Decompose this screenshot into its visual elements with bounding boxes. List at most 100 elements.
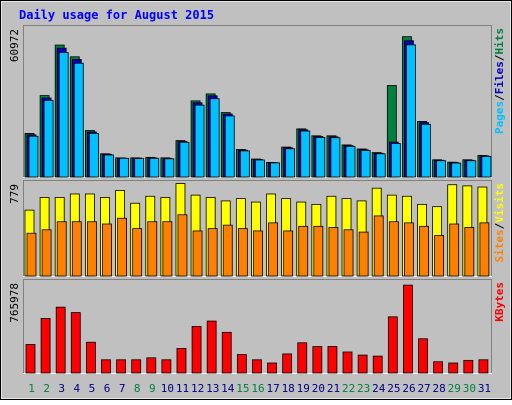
bar-kbytes-day-28 xyxy=(433,361,444,374)
bar-kbytes-day-11 xyxy=(176,348,187,374)
bar-pages-day-7 xyxy=(119,157,129,178)
x-tick-label: 22 xyxy=(342,382,355,395)
bar-kbytes-day-22 xyxy=(342,351,353,374)
bar-pages-day-17 xyxy=(270,162,280,178)
x-tick-label: 5 xyxy=(89,382,96,395)
bar-kbytes-day-12 xyxy=(191,326,202,374)
bar-sites-day-17 xyxy=(268,222,278,277)
bar-kbytes-day-30 xyxy=(463,359,474,374)
bar-sites-day-23 xyxy=(358,231,369,277)
legend-separator: / xyxy=(493,94,506,101)
x-tick-labels: 1 2 3 4 5 6 7 8 9 10 11 12 13 14 15 16 17 18 19 20 21 22 23 24 2… xyxy=(28,382,491,395)
legend-visits: Visits xyxy=(493,183,506,223)
bar-kbytes-day-6 xyxy=(101,359,111,374)
bar-pages-day-9 xyxy=(149,157,160,178)
bar-sites-day-16 xyxy=(253,230,263,277)
panel-visits-legend: Sites/Visits xyxy=(493,183,506,263)
x-tick-label: 13 xyxy=(206,382,219,395)
x-tick-label: 1 xyxy=(28,382,35,395)
panel-kbytes: 765978 KBytes xyxy=(8,279,506,374)
x-tick-label: 19 xyxy=(297,382,310,395)
bar-sites-day-7 xyxy=(117,217,127,277)
panel-hits-legend: Pages/Files/Hits xyxy=(493,28,506,134)
x-tick-label: 28 xyxy=(433,382,446,395)
bar-pages-day-13 xyxy=(209,98,220,178)
bar-kbytes-day-4 xyxy=(70,312,81,374)
bar-kbytes-day-10 xyxy=(161,359,172,374)
bar-sites-day-9 xyxy=(147,221,158,277)
legend-files: Files xyxy=(493,61,506,94)
bar-sites-day-22 xyxy=(343,229,354,277)
bar-pages-day-11 xyxy=(179,141,190,178)
bar-kbytes-day-9 xyxy=(146,357,157,374)
bar-pages-day-25 xyxy=(390,143,401,178)
x-tick-label: 8 xyxy=(134,382,141,395)
chart-title: Daily usage for August 2015 xyxy=(19,8,214,22)
bar-kbytes-day-16 xyxy=(252,359,262,374)
x-tick-label: 29 xyxy=(448,382,461,395)
bar-sites-day-12 xyxy=(192,230,203,277)
bar-pages-day-1 xyxy=(28,135,39,178)
panel-kbytes-max-label: 765978 xyxy=(8,283,21,323)
bar-pages-day-18 xyxy=(285,148,296,178)
series-pages xyxy=(28,44,492,178)
x-tick-label: 2 xyxy=(43,382,50,395)
bar-pages-day-20 xyxy=(315,137,326,178)
bar-sites-day-8 xyxy=(132,228,143,277)
x-tick-label: 21 xyxy=(327,382,340,395)
bar-kbytes-day-26 xyxy=(403,284,413,374)
bar-sites-day-24 xyxy=(373,215,384,277)
legend-separator: / xyxy=(493,222,506,229)
bar-sites-day-13 xyxy=(207,228,218,277)
x-tick-label: 18 xyxy=(282,382,295,395)
bar-kbytes-day-17 xyxy=(267,362,277,374)
bar-kbytes-day-3 xyxy=(55,306,66,374)
bar-pages-day-26 xyxy=(406,44,416,178)
bar-sites-day-25 xyxy=(388,221,399,277)
bar-sites-day-28 xyxy=(434,235,445,277)
x-tick-label: 25 xyxy=(387,382,400,395)
chart-panels: 60972Pages/Files/Hits779Sites/Visits7659… xyxy=(8,25,506,374)
x-tick-label: 9 xyxy=(149,382,156,395)
legend-sites: Sites xyxy=(493,229,506,262)
x-tick-label: 30 xyxy=(463,382,476,395)
panel-visits: 779 Sites/Visits xyxy=(8,180,506,277)
legend-separator: / xyxy=(493,54,506,61)
x-tick-label: 16 xyxy=(251,382,264,395)
series-kbytes xyxy=(25,284,489,374)
bar-kbytes-day-5 xyxy=(85,341,96,374)
bar-pages-day-4 xyxy=(73,62,84,178)
bar-pages-day-24 xyxy=(375,153,386,178)
bar-kbytes-day-19 xyxy=(297,342,308,374)
x-tick-label: 12 xyxy=(191,382,204,395)
bar-pages-day-2 xyxy=(43,99,54,178)
bar-pages-day-5 xyxy=(88,133,99,178)
bar-kbytes-day-27 xyxy=(418,338,428,374)
bar-kbytes-day-20 xyxy=(312,346,323,374)
panel-kbytes-legend: KBytes xyxy=(493,282,506,322)
bar-sites-day-21 xyxy=(328,227,339,277)
x-tick-label: 15 xyxy=(236,382,249,395)
bar-kbytes-day-7 xyxy=(116,359,126,374)
bar-kbytes-day-8 xyxy=(131,359,142,374)
bar-pages-day-23 xyxy=(360,150,371,178)
x-tick-label: 26 xyxy=(402,382,415,395)
bar-sites-day-27 xyxy=(419,225,429,277)
bar-kbytes-day-23 xyxy=(357,354,368,374)
panel-visits-max-label: 779 xyxy=(8,184,21,204)
bar-sites-day-29 xyxy=(449,223,460,277)
bar-kbytes-day-21 xyxy=(327,346,338,374)
x-tick-label: 20 xyxy=(312,382,325,395)
bar-kbytes-day-31 xyxy=(478,359,489,374)
bar-pages-day-30 xyxy=(466,160,477,178)
x-tick-label: 24 xyxy=(372,382,386,395)
bar-pages-day-19 xyxy=(300,130,311,178)
bar-pages-day-16 xyxy=(255,159,265,178)
bar-sites-day-30 xyxy=(464,227,475,277)
bar-kbytes-day-15 xyxy=(236,354,247,374)
bar-sites-day-4 xyxy=(71,221,82,277)
bar-sites-day-18 xyxy=(283,230,294,277)
bar-pages-day-3 xyxy=(58,52,69,178)
